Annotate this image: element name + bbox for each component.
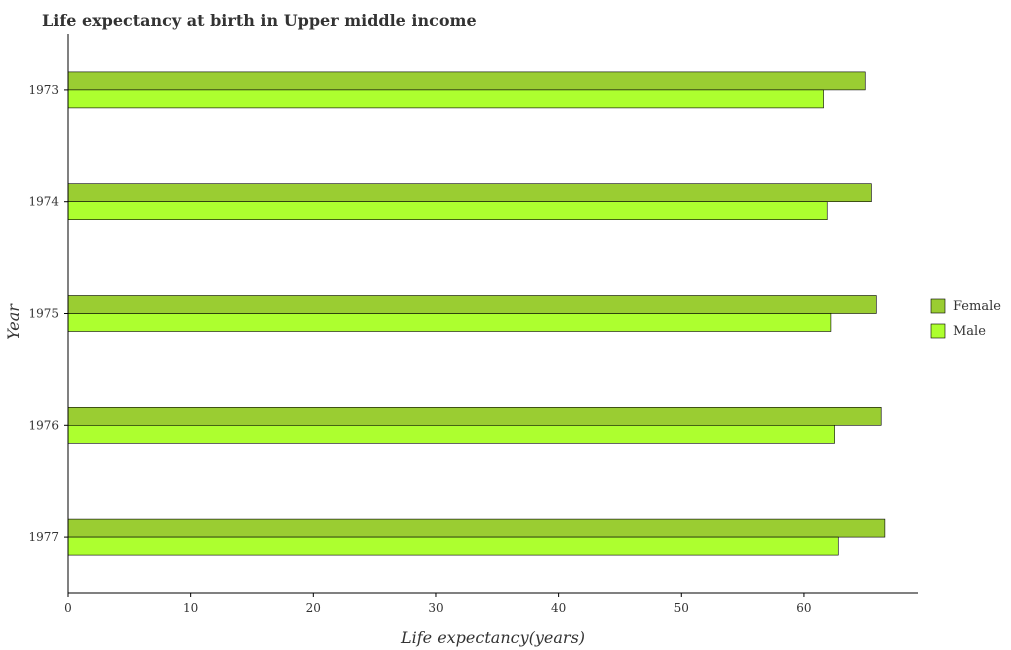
legend-label-female: Female bbox=[953, 299, 1001, 314]
x-tick-label: 30 bbox=[428, 601, 443, 615]
x-tick-label: 10 bbox=[183, 601, 198, 615]
y-tick-label-1973: 1973 bbox=[28, 83, 59, 97]
bar-male-1973 bbox=[67, 89, 824, 109]
x-tick-label: 50 bbox=[674, 601, 689, 615]
legend-label-male: Male bbox=[953, 324, 986, 339]
x-tick-label: 0 bbox=[64, 601, 72, 615]
bar-female-1975 bbox=[67, 295, 877, 314]
bar-female-1974 bbox=[67, 183, 872, 202]
x-tick-label: 60 bbox=[796, 601, 811, 615]
y-tick-label-1974: 1974 bbox=[28, 195, 59, 209]
x-axis-title: Life expectancy(years) bbox=[400, 628, 585, 647]
x-tick-label: 40 bbox=[551, 601, 566, 615]
y-tick-label-1976: 1976 bbox=[28, 418, 59, 432]
chart-title: Life expectancy at birth in Upper middle… bbox=[42, 11, 477, 30]
legend-swatch-male bbox=[930, 323, 946, 339]
bar-male-1977 bbox=[67, 536, 839, 556]
x-tick-label: 20 bbox=[306, 601, 321, 615]
bar-male-1976 bbox=[67, 424, 835, 444]
y-axis-title: Year bbox=[4, 303, 23, 340]
bar-male-1975 bbox=[67, 313, 832, 332]
y-tick-label-1977: 1977 bbox=[28, 530, 59, 544]
bar-male-1974 bbox=[67, 201, 828, 220]
bar-female-1976 bbox=[67, 406, 882, 426]
bar-female-1977 bbox=[67, 518, 886, 538]
legend-swatch-female bbox=[930, 298, 946, 314]
bar-female-1973 bbox=[67, 71, 866, 91]
y-tick-label-1975: 1975 bbox=[28, 307, 59, 321]
plot-area bbox=[67, 34, 918, 593]
x-axis: 0 10 20 30 40 50 60 bbox=[64, 592, 918, 615]
legend: Female Male bbox=[930, 298, 1001, 339]
y-axis: 1973 1974 1975 1976 1977 bbox=[28, 34, 69, 593]
